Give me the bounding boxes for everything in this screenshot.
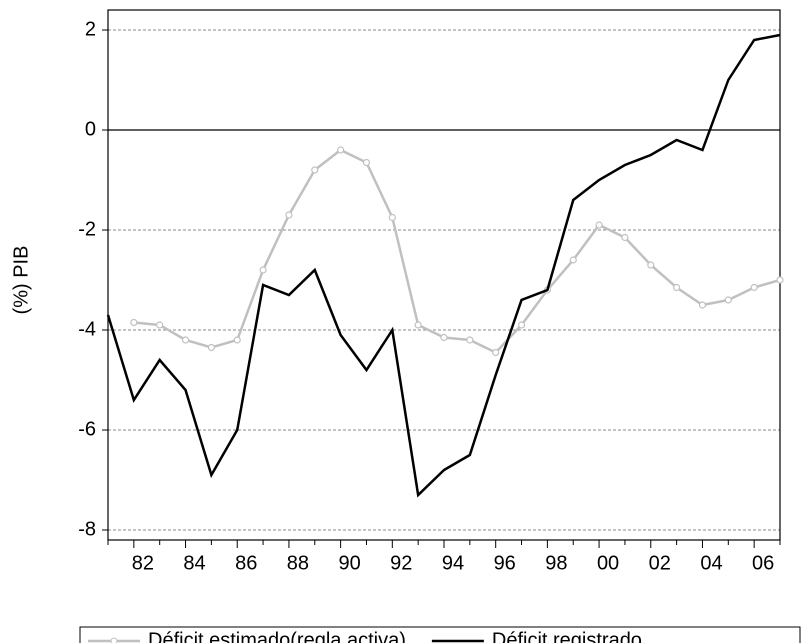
point xyxy=(156,321,164,329)
x-tick-label: 92 xyxy=(390,552,412,574)
point xyxy=(311,166,319,174)
y-tick-label: -6 xyxy=(78,418,96,440)
point xyxy=(647,261,655,269)
legend-marker xyxy=(110,637,118,643)
point xyxy=(233,336,241,344)
series-line xyxy=(106,33,781,498)
point xyxy=(130,318,138,327)
legend-label: Déficit registrado xyxy=(492,629,642,643)
point xyxy=(207,343,215,352)
x-tick-label: 86 xyxy=(235,552,257,574)
point xyxy=(698,301,707,309)
y-tick-label: 0 xyxy=(85,118,96,140)
x-tick-label: 82 xyxy=(132,552,154,574)
x-tick-label: 02 xyxy=(649,552,671,574)
x-tick-label: 88 xyxy=(287,552,309,574)
point xyxy=(673,283,681,292)
x-tick-label: 04 xyxy=(700,552,722,574)
point xyxy=(414,321,422,329)
point xyxy=(259,266,267,274)
x-tick-label: 96 xyxy=(494,552,516,574)
point xyxy=(517,321,526,329)
point xyxy=(337,146,345,154)
x-tick-label: 90 xyxy=(338,552,360,574)
point xyxy=(724,296,732,304)
x-tick-label: 94 xyxy=(442,552,464,574)
y-tick-label: -2 xyxy=(78,218,96,240)
y-axis-label: (%) PIB xyxy=(10,246,32,315)
y-tick-label: -8 xyxy=(78,518,96,540)
point xyxy=(466,336,474,344)
legend-box xyxy=(79,626,801,643)
point xyxy=(285,211,293,219)
point xyxy=(776,276,784,284)
x-tick-label: 06 xyxy=(752,552,774,574)
point xyxy=(569,256,577,264)
x-tick-label: 98 xyxy=(545,552,567,574)
series-line xyxy=(133,148,781,355)
x-tick-label: 84 xyxy=(183,552,205,574)
x-tick-label: 00 xyxy=(597,552,619,574)
plot-frame xyxy=(107,9,781,541)
point xyxy=(388,213,396,222)
y-tick-label: -4 xyxy=(78,318,96,340)
point xyxy=(181,336,190,344)
point xyxy=(750,283,758,292)
point xyxy=(440,333,448,342)
point xyxy=(621,233,629,242)
y-tick-label: 2 xyxy=(85,18,96,40)
point xyxy=(595,221,603,229)
legend-label: Déficit estimado(regla activa) xyxy=(148,629,406,643)
point xyxy=(492,348,500,357)
point xyxy=(362,158,371,167)
